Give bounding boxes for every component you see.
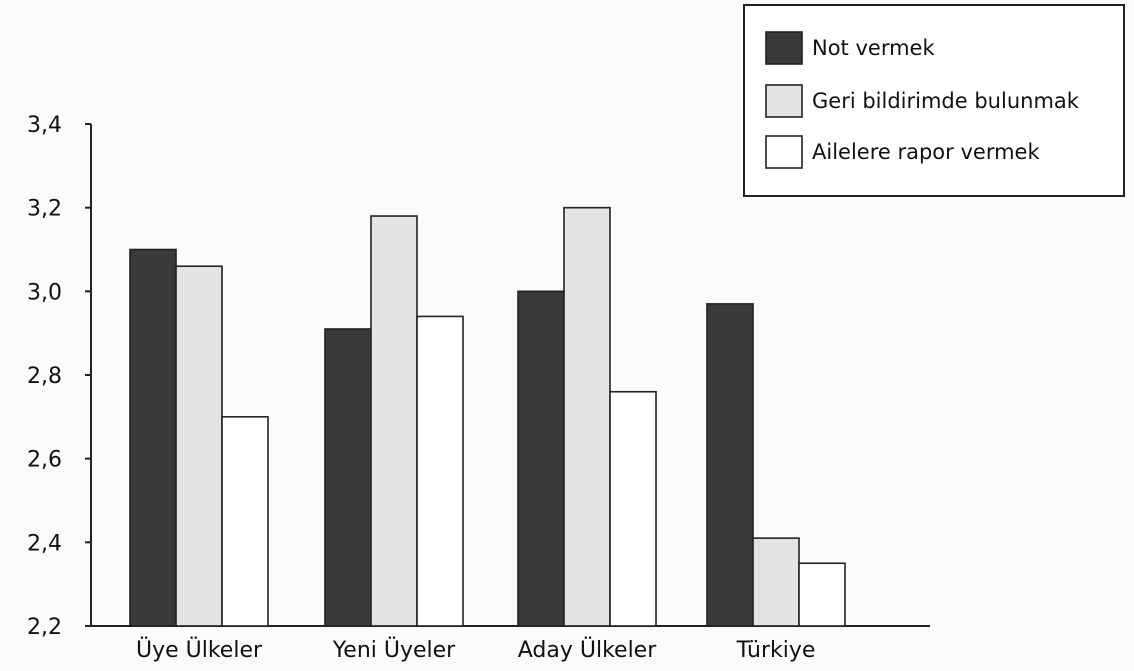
- bar-2-3: [798, 562, 846, 627]
- y-tick-label: 2,4: [27, 531, 62, 556]
- bars: [129, 206, 846, 627]
- axes: 2,2 2,4 2,6 2,8 3,0 3,2 3,4: [27, 113, 930, 640]
- y-tick-label: 3,4: [27, 113, 62, 138]
- bar-1-0: [175, 265, 223, 627]
- bar-0-1: [324, 328, 372, 627]
- x-category-label: Türkiye: [736, 638, 816, 663]
- y-tick-label: 2,6: [27, 448, 62, 473]
- bar-1-1: [370, 215, 418, 627]
- y-tick-label: 3,2: [27, 197, 62, 222]
- bar-2-2: [609, 390, 657, 627]
- legend-label: Geri bildirimde bulunmak: [812, 89, 1080, 113]
- y-tick-label: 2,2: [27, 615, 62, 640]
- labels: Üye Ülkeler Yeni Üyeler Aday Ülkeler Türkiy…: [136, 637, 815, 663]
- legend-swatch: [765, 135, 803, 169]
- bar-0-3: [706, 303, 754, 627]
- y-tick-label: 3,0: [27, 280, 62, 305]
- x-category-label: Üye Ülkeler: [136, 637, 263, 663]
- bar-1-2: [563, 206, 611, 627]
- legend-swatch: [765, 84, 803, 118]
- legend-swatch: [765, 31, 803, 65]
- legend-label: Not vermek: [812, 36, 935, 60]
- bar-1-3: [752, 537, 800, 627]
- bar-2-0: [221, 416, 269, 627]
- x-category-label: Yeni Üyeler: [332, 637, 456, 663]
- bar-0-2: [517, 290, 565, 627]
- bar-0-0: [129, 248, 177, 627]
- y-tick-label: 2,8: [27, 364, 62, 389]
- x-category-label: Aday Ülkeler: [518, 637, 657, 663]
- legend: Not vermek Geri bildirimde bulunmak Ailele…: [743, 4, 1125, 197]
- legend-label: Ailelere rapor vermek: [812, 140, 1040, 164]
- legend-box: [743, 4, 1125, 197]
- bar-2-1: [416, 315, 464, 627]
